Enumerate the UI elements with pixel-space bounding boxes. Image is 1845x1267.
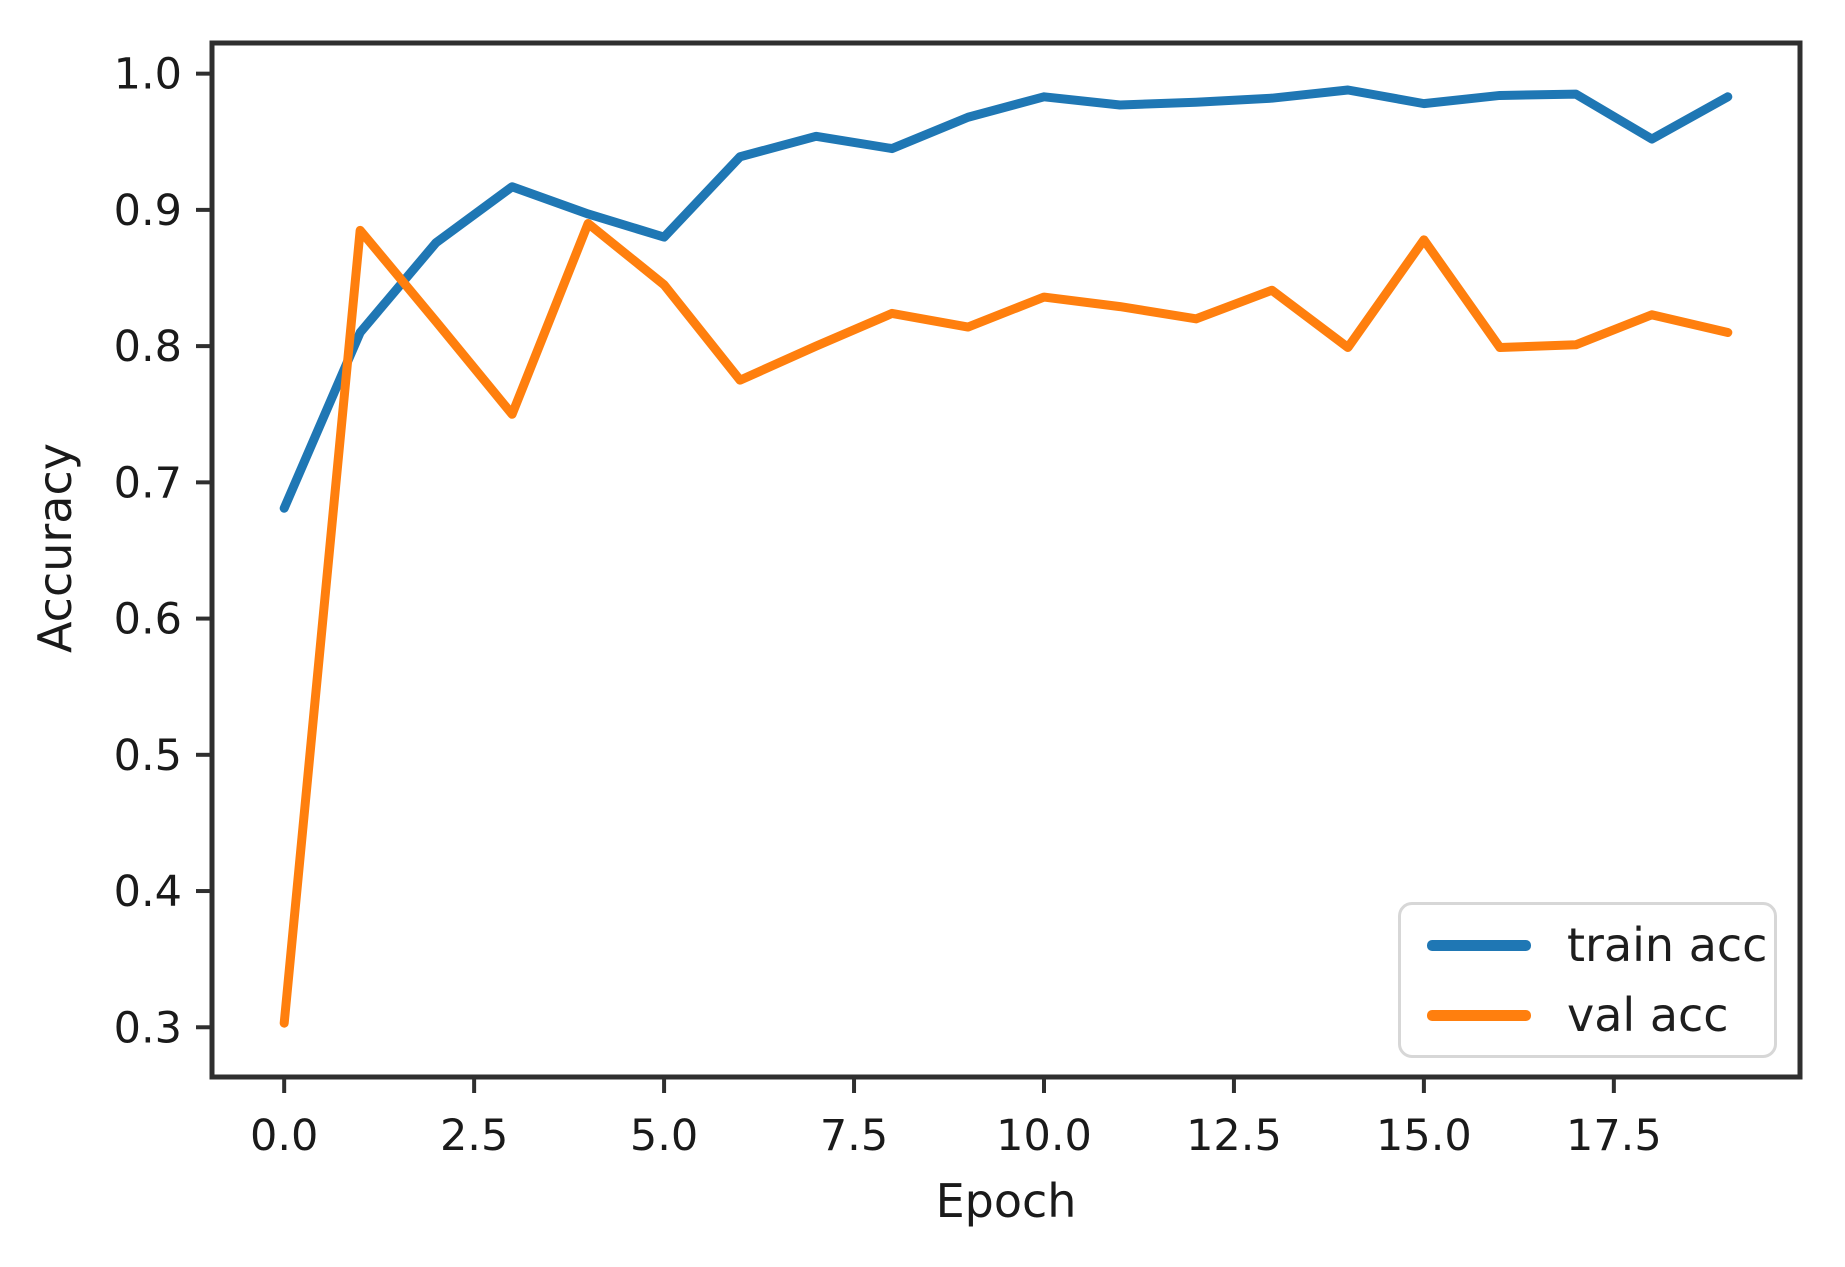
x-tick-label: 12.5 — [1186, 1111, 1282, 1161]
x-tick-label: 15.0 — [1376, 1111, 1472, 1161]
train-acc-line — [279, 85, 1733, 513]
y-tick-label: 0.6 — [114, 595, 182, 645]
x-axis-label: Epoch — [935, 1174, 1077, 1228]
x-axis: 0.0 2.5 5.0 7.5 10.0 12.5 15.0 17.5 — [250, 1077, 1662, 1161]
y-axis-label: Accuracy — [28, 442, 82, 654]
val-acc-line-swatch — [1427, 1009, 1531, 1021]
legend-label-train-acc: train acc — [1567, 918, 1768, 972]
y-tick-label: 0.7 — [114, 458, 182, 508]
y-tick-label: 0.5 — [114, 731, 182, 781]
val-acc-line — [279, 219, 1733, 1028]
legend-label-val-acc: val acc — [1567, 988, 1729, 1042]
y-tick-label: 0.9 — [114, 186, 182, 236]
y-axis: 0.3 0.4 0.5 0.6 0.7 0.8 0.9 1.0 — [114, 50, 212, 1053]
y-tick-label: 0.4 — [114, 867, 182, 917]
x-tick-label: 5.0 — [630, 1111, 698, 1161]
x-tick-label: 17.5 — [1566, 1111, 1662, 1161]
x-tick-label: 7.5 — [820, 1111, 888, 1161]
legend: train acc val acc — [1398, 902, 1777, 1058]
y-tick-label: 1.0 — [114, 50, 182, 100]
x-tick-label: 2.5 — [440, 1111, 508, 1161]
x-tick-label: 10.0 — [996, 1111, 1092, 1161]
x-tick-label: 0.0 — [250, 1111, 318, 1161]
y-tick-label: 0.3 — [114, 1003, 182, 1053]
y-tick-label: 0.8 — [114, 322, 182, 372]
train-acc-line-swatch — [1427, 939, 1531, 951]
legend-item-train-acc: train acc — [1427, 917, 1774, 973]
legend-item-val-acc: val acc — [1427, 987, 1774, 1043]
